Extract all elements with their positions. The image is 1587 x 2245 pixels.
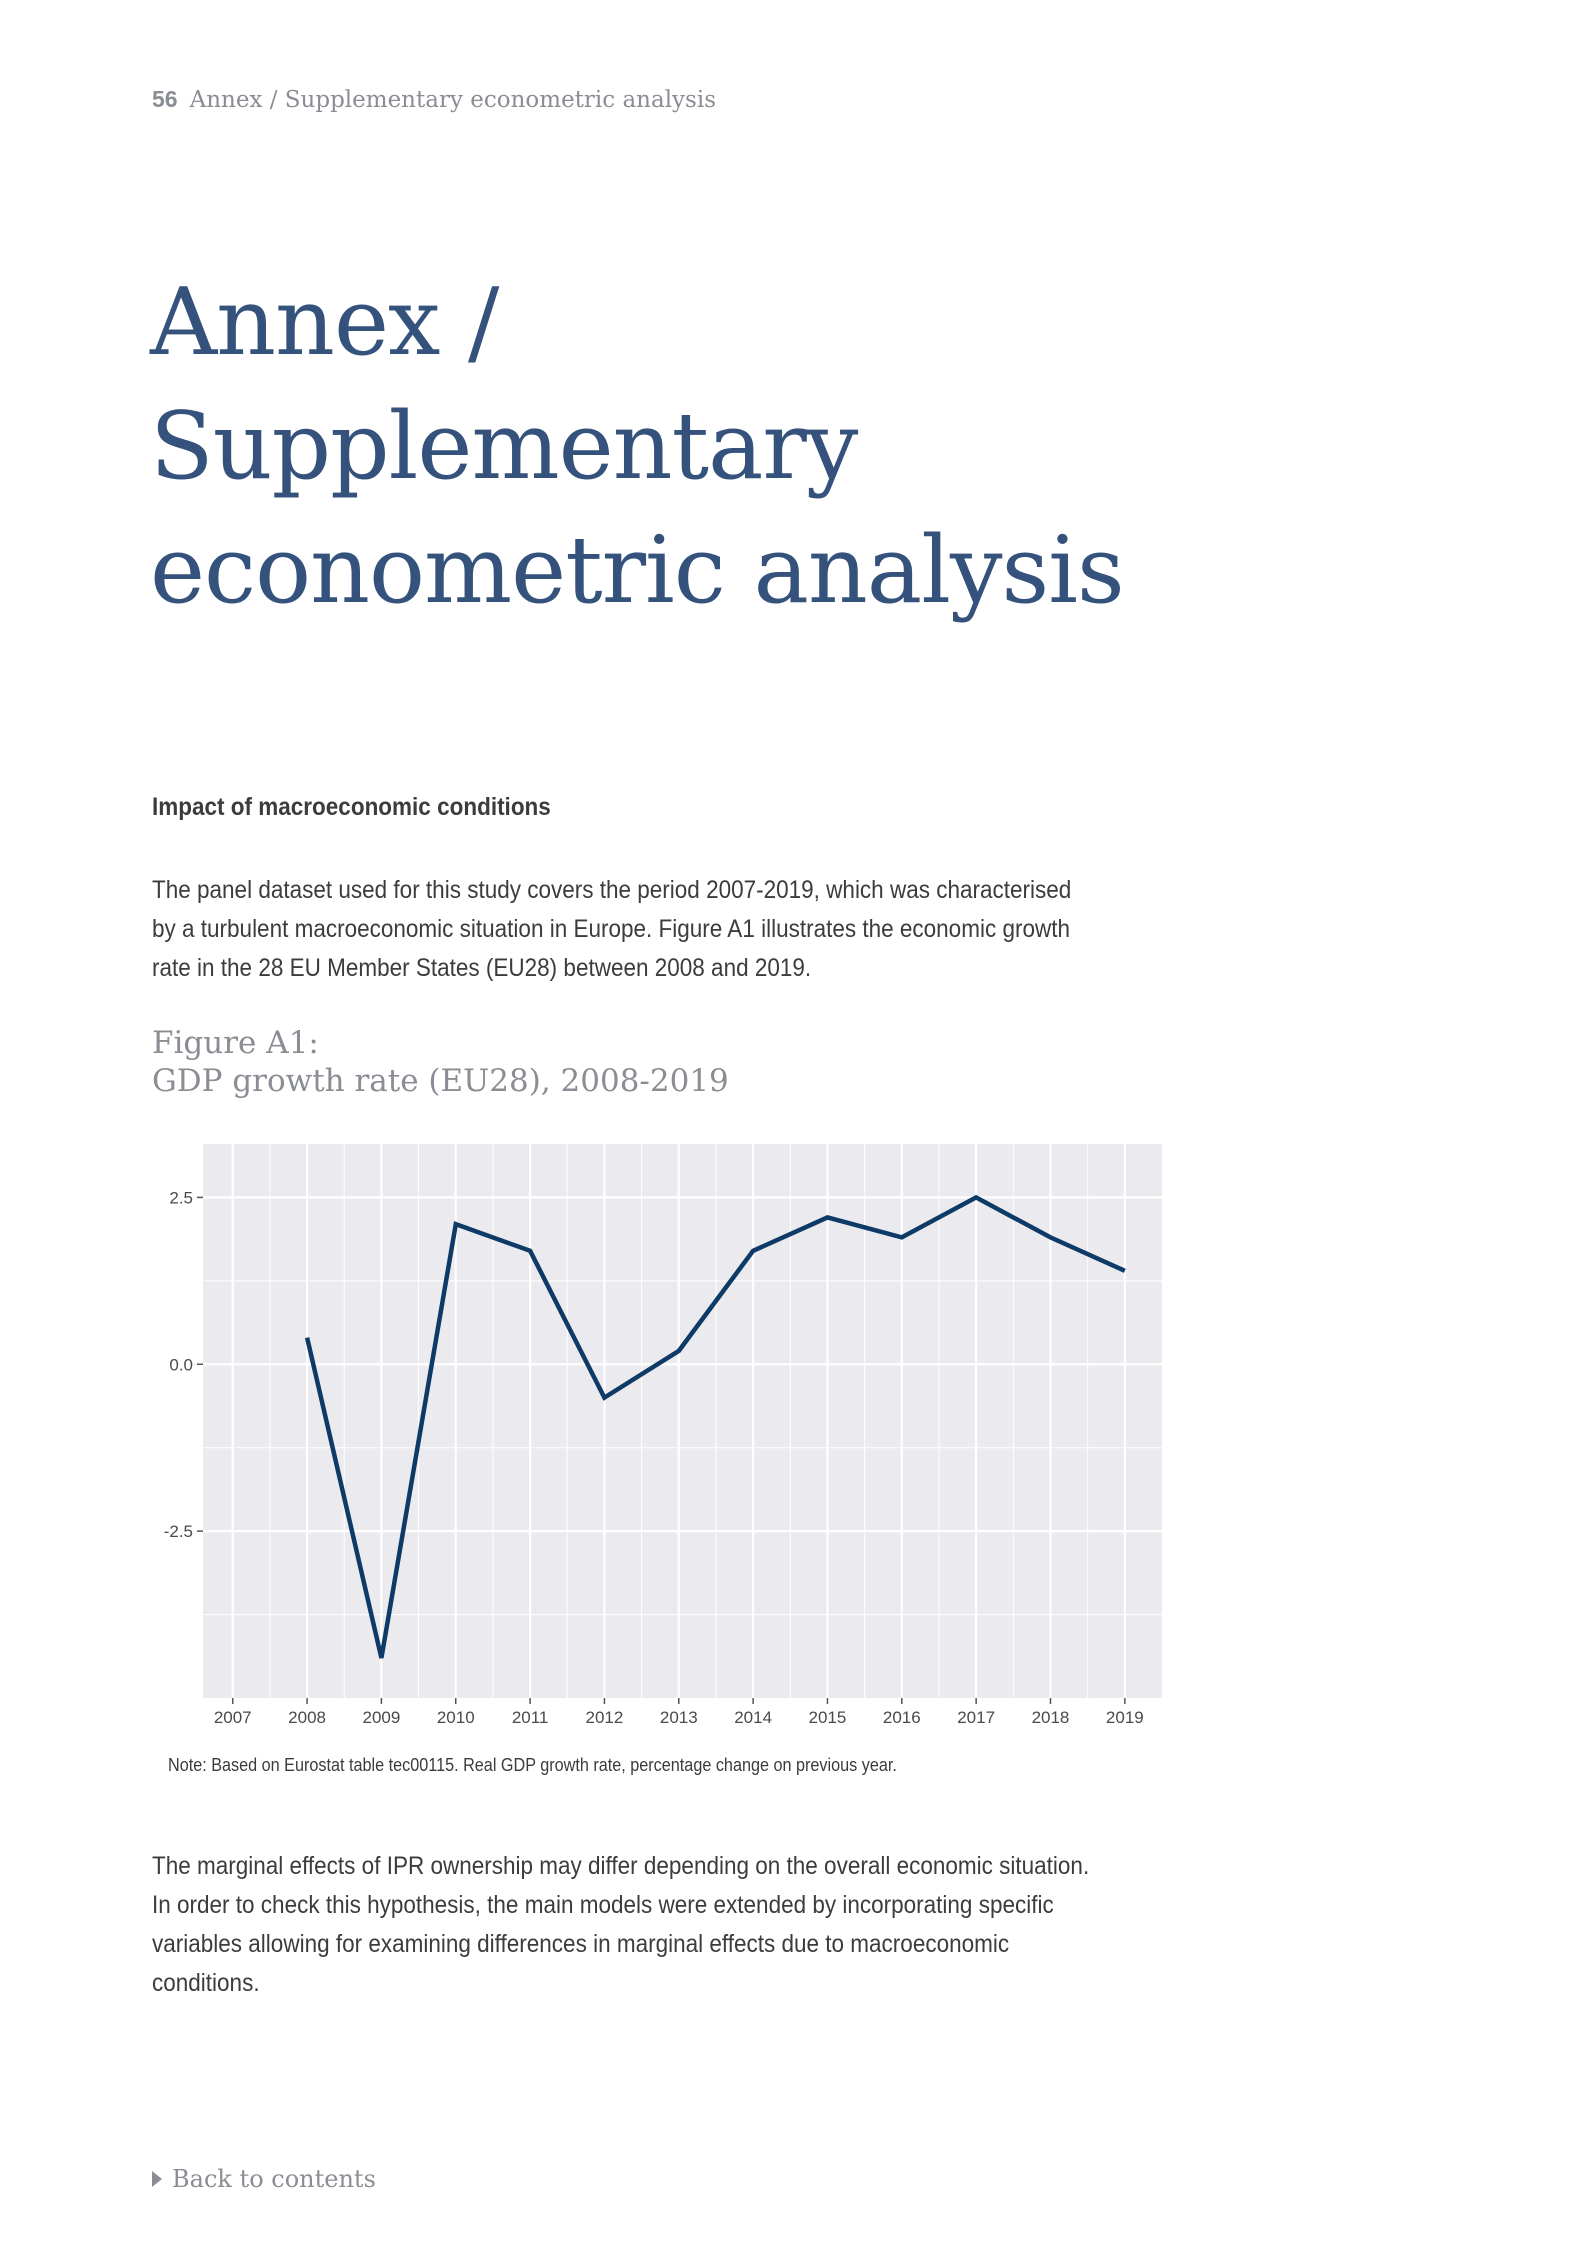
x-tick-label: 2017 — [957, 1708, 995, 1727]
running-head: 56 Annex / Supplementary econometric anal… — [152, 86, 716, 113]
figure-label: Figure A1: — [152, 1025, 319, 1061]
x-tick-label: 2014 — [734, 1708, 772, 1727]
page-number: 56 — [152, 86, 178, 112]
x-tick-label: 2009 — [363, 1708, 401, 1727]
figure-title: GDP growth rate (EU28), 2008-2019 — [152, 1063, 729, 1099]
x-tick-label: 2010 — [437, 1708, 475, 1727]
title-line-3: econometric analysis — [150, 516, 1125, 624]
back-to-contents-link[interactable]: Back to contents — [152, 2165, 376, 2193]
title-line-2: Supplementary — [150, 392, 858, 500]
figure-note: Note: Based on Eurostat table tec00115. … — [168, 1755, 897, 1775]
x-tick-label: 2011 — [512, 1708, 549, 1727]
y-tick-label: -2.5 — [164, 1522, 193, 1541]
y-tick-label: 0.0 — [169, 1355, 193, 1374]
running-head-text: Annex / Supplementary econometric analys… — [189, 87, 717, 113]
series-line — [304, 1194, 1126, 1659]
section-heading: Impact of macroeconomic conditions — [152, 793, 551, 821]
x-tick-label: 2013 — [660, 1708, 698, 1727]
x-tick-label: 2012 — [586, 1708, 624, 1727]
x-tick-label: 2019 — [1106, 1708, 1144, 1727]
page-title: Annex / Supplementary econometric analys… — [150, 260, 1250, 632]
x-tick-label: 2008 — [288, 1708, 326, 1727]
y-tick-label: 2.5 — [169, 1188, 193, 1207]
intro-paragraph: The panel dataset used for this study co… — [152, 876, 1072, 982]
x-tick-label: 2007 — [214, 1708, 252, 1727]
body-paragraph: The marginal effects of IPR ownership ma… — [152, 1852, 1090, 1997]
chart-panel — [203, 1144, 1162, 1698]
x-tick-label: 2018 — [1032, 1708, 1070, 1727]
gdp-growth-chart: 2.5 0.0 -2.5 2007 2008 2009 2010 2011 2012 2013 20… — [164, 1144, 1162, 1727]
x-tick-label: 2015 — [809, 1708, 847, 1727]
x-tick-label: 2016 — [883, 1708, 921, 1727]
triangle-right-icon — [152, 2171, 162, 2187]
back-to-contents-label: Back to contents — [172, 2165, 376, 2193]
title-line-1: Annex / — [150, 268, 499, 376]
